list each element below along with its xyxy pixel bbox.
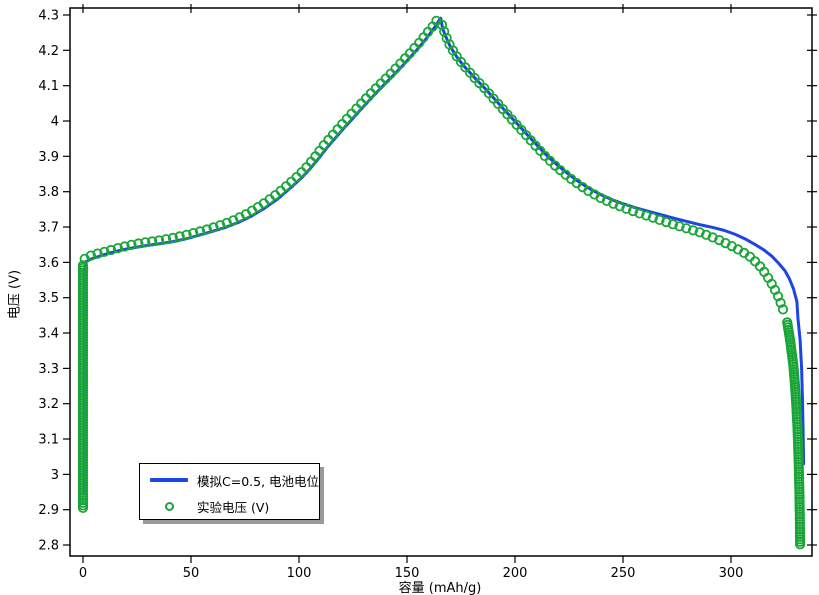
experimental-voltage-marker bbox=[351, 103, 362, 114]
x-tick-label: 150 bbox=[395, 566, 420, 581]
y-tick-label: 2.9 bbox=[38, 503, 59, 518]
legend-swatch-area bbox=[149, 478, 189, 482]
experimental-voltage-marker bbox=[201, 224, 212, 235]
simulated-line-swatch-icon bbox=[150, 478, 188, 482]
experimental-voltage-marker bbox=[160, 234, 172, 245]
experimental-voltage-marker bbox=[775, 297, 786, 308]
experimental-voltage-marker bbox=[360, 93, 372, 104]
x-tick-label: 0 bbox=[79, 566, 87, 581]
y-tick-label: 3.4 bbox=[38, 327, 59, 342]
y-tick-label: 3 bbox=[51, 468, 59, 483]
experimental-voltage-marker bbox=[133, 238, 144, 249]
legend-box: 模拟C=0.5, 电池电位 实验电压 (V) bbox=[139, 463, 320, 520]
experimental-voltage-marker bbox=[323, 134, 334, 145]
experimental-voltage-marker bbox=[195, 226, 206, 237]
x-tick-label: 50 bbox=[183, 566, 200, 581]
y-tick-label: 3.5 bbox=[38, 291, 59, 306]
experimental-voltage-marker bbox=[614, 201, 625, 212]
experimental-voltage-marker bbox=[337, 119, 348, 130]
legend-entry-simulated: 模拟C=0.5, 电池电位 bbox=[140, 467, 319, 493]
experimental-voltage-marker bbox=[332, 124, 343, 135]
x-tick-label: 250 bbox=[611, 566, 636, 581]
experimental-voltage-marker bbox=[119, 241, 130, 252]
y-tick-label: 3.3 bbox=[38, 362, 59, 377]
experimental-voltage-marker bbox=[647, 212, 659, 223]
experimental-voltage-marker bbox=[215, 220, 226, 231]
experimental-voltage-marker bbox=[140, 237, 151, 248]
experimental-voltage-marker bbox=[106, 244, 117, 256]
legend-entry-experimental: 实验电压 (V) bbox=[140, 493, 319, 519]
y-tick-label: 3.8 bbox=[38, 185, 59, 200]
y-tick-label: 3.6 bbox=[38, 256, 59, 271]
y-tick-label: 4.2 bbox=[38, 44, 59, 59]
experimental-voltage-marker bbox=[641, 210, 652, 221]
experimental-voltage-marker bbox=[701, 229, 712, 240]
experimental-voltage-marker bbox=[167, 232, 178, 243]
experimental-voltage-marker bbox=[327, 129, 339, 140]
experimental-voltage-marker bbox=[221, 217, 232, 228]
experimental-voltage-marker bbox=[154, 235, 165, 246]
experimental-voltage-marker bbox=[356, 98, 367, 109]
experimental-voltage-marker bbox=[681, 223, 692, 234]
experimental-voltage-marker bbox=[687, 225, 699, 236]
experimental-voltage-marker bbox=[92, 248, 103, 259]
experimental-voltage-marker bbox=[621, 203, 632, 214]
experimental-voltage-marker bbox=[112, 243, 124, 254]
experimental-voltage-marker bbox=[174, 231, 185, 242]
experimental-voltage-marker bbox=[188, 228, 199, 239]
x-tick-label: 100 bbox=[287, 566, 312, 581]
legend-label-experimental: 实验电压 (V) bbox=[197, 499, 270, 515]
experimental-voltage-marker bbox=[654, 214, 665, 225]
experimental-voltage-marker bbox=[667, 219, 679, 230]
experimental-voltage-marker bbox=[147, 236, 158, 247]
experimental-voltage-marker bbox=[346, 108, 357, 119]
experimental-voltage-marker bbox=[436, 19, 448, 31]
y-tick-label: 3.1 bbox=[38, 433, 59, 448]
experimental-voltage-marker bbox=[694, 227, 705, 238]
experimental-voltage-marker bbox=[291, 172, 302, 183]
experimental-voltage-marker bbox=[280, 181, 292, 192]
experimental-voltage-marker bbox=[772, 291, 784, 302]
experimental-voltage-marker bbox=[661, 217, 672, 228]
y-tick-label: 3.7 bbox=[38, 221, 59, 236]
y-tick-label: 3.2 bbox=[38, 397, 59, 412]
experimental-voltage-marker bbox=[627, 206, 639, 217]
experimental-voltage-marker bbox=[286, 176, 297, 187]
y-tick-label: 4.1 bbox=[38, 79, 59, 94]
y-tick-label: 2.8 bbox=[38, 539, 59, 554]
y-tick-label: 4 bbox=[51, 115, 59, 130]
y-axis-label: 电压 (V) bbox=[7, 269, 23, 320]
x-tick-label: 200 bbox=[503, 566, 528, 581]
x-tick-label: 300 bbox=[719, 566, 744, 581]
y-tick-label: 3.9 bbox=[38, 150, 59, 165]
experimental-voltage-marker bbox=[341, 113, 352, 124]
simulated-voltage-line bbox=[82, 16, 806, 494]
legend-swatch-area bbox=[149, 501, 189, 511]
legend-label-simulated: 模拟C=0.5, 电池电位 bbox=[197, 473, 320, 489]
y-tick-label: 4.3 bbox=[38, 9, 59, 24]
experimental-voltage-marker bbox=[99, 246, 110, 257]
experimental-voltage-marker bbox=[85, 250, 97, 261]
experimental-voltage-marker bbox=[749, 256, 761, 267]
plot-frame bbox=[69, 7, 813, 557]
experimental-voltage-marker bbox=[634, 208, 645, 219]
experimental-voltage-marker bbox=[777, 304, 789, 315]
x-axis-label: 容量 (mAh/g) bbox=[398, 581, 482, 595]
experimental-voltage-marker bbox=[77, 260, 89, 271]
experimental-voltage-marker bbox=[126, 239, 137, 250]
experimental-voltage-marker bbox=[296, 167, 307, 178]
experimental-voltage-marker bbox=[674, 221, 685, 232]
experimental-voltage-marker bbox=[608, 198, 619, 209]
experimental-voltage-marker bbox=[181, 229, 192, 240]
experimental-voltage-marker bbox=[208, 222, 219, 233]
experimental-voltage-marker bbox=[794, 539, 806, 550]
experimental-voltage-marker bbox=[439, 26, 450, 37]
experimental-circle-swatch-icon bbox=[164, 501, 174, 511]
